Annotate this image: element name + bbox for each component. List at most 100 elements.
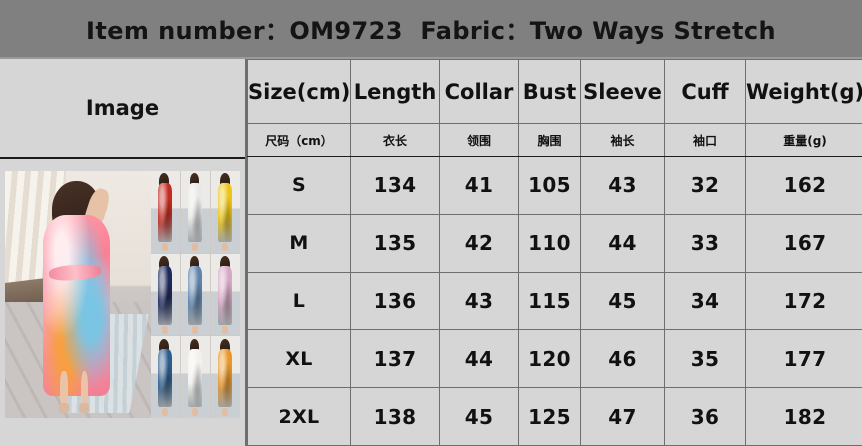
cell-size: XL: [247, 329, 351, 389]
cell-size: 2XL: [247, 387, 351, 446]
cell-cuff: 32: [664, 156, 746, 215]
hero-product-photo: [5, 171, 151, 418]
navy-floral-variant: [150, 253, 180, 336]
variant-model-hair: [159, 338, 170, 356]
variant-model-hair: [219, 173, 230, 190]
table-subheader-collar: 领围: [439, 123, 519, 157]
product-photo-stage: [5, 171, 240, 418]
cell-length: 138: [350, 387, 440, 446]
variant-model-legs: [221, 242, 229, 252]
black-orange-variant: [210, 336, 240, 418]
image-column-body: [0, 159, 245, 446]
variant-dress: [157, 348, 172, 408]
variant-model-legs: [221, 408, 229, 417]
model-shoe-right: [79, 403, 90, 414]
table-subheader-length: 衣长: [350, 123, 440, 157]
variant-model-legs: [221, 325, 229, 334]
cell-collar: 43: [439, 271, 519, 331]
cell-cuff: 34: [664, 271, 746, 331]
variant-model-legs: [191, 408, 199, 417]
size-measurement-table: Size(cm) Length Collar Bust Sleeve Cuff Weight…: [247, 59, 862, 446]
variant-model-hair: [189, 173, 200, 190]
variant-model-hair: [159, 173, 170, 190]
table-row: XL 137 44 120 46 35 177: [247, 329, 862, 389]
cell-cuff: 36: [664, 387, 746, 446]
cell-bust: 120: [518, 329, 581, 389]
variant-model-hair: [219, 256, 230, 273]
variant-dress: [187, 348, 202, 408]
table-header-weight: Weight(g): [745, 59, 862, 124]
chart-body: Image: [0, 57, 862, 446]
variant-model-legs: [161, 408, 169, 417]
cell-weight: 167: [745, 213, 862, 273]
cell-size: M: [247, 213, 351, 273]
cell-length: 136: [350, 271, 440, 331]
cell-collar: 44: [439, 329, 519, 389]
table-header-size: Size(cm): [247, 59, 351, 124]
cell-collar: 45: [439, 387, 519, 446]
model-leg-left: [60, 371, 68, 409]
cell-cuff: 33: [664, 213, 746, 273]
cell-collar: 42: [439, 213, 519, 273]
table-body: S 134 41 105 43 32 162 M 135 42 110 44 33 167 L 136 43 11…: [247, 156, 862, 446]
table-row: 2XL 138 45 125 47 36 182: [247, 387, 862, 446]
variant-dress: [217, 265, 232, 325]
variant-dress: [217, 183, 232, 243]
table-row: M 135 42 110 44 33 167: [247, 213, 862, 273]
red-floral-variant: [150, 171, 180, 253]
variant-model-legs: [191, 325, 199, 334]
cell-weight: 182: [745, 387, 862, 446]
image-column: Image: [0, 59, 245, 446]
image-column-label: Image: [85, 96, 160, 120]
image-column-header: Image: [0, 59, 245, 159]
cell-length: 134: [350, 156, 440, 215]
table-header-collar: Collar: [439, 59, 519, 124]
table-subheader-sleeve: 袖长: [580, 123, 665, 157]
variant-dress: [217, 348, 232, 408]
variant-model-legs: [161, 325, 169, 334]
variant-dress: [187, 265, 202, 325]
cell-size: L: [247, 271, 351, 331]
table-header-sleeve: Sleeve: [580, 59, 665, 124]
table-subheader-size: 尺码（cm）: [247, 123, 351, 157]
item-info-banner: Item number：OM9723 Fabric：Two Ways Stret…: [0, 0, 862, 57]
cell-bust: 105: [518, 156, 581, 215]
cell-bust: 125: [518, 387, 581, 446]
variant-dress: [157, 183, 172, 243]
variant-model-legs: [191, 242, 199, 252]
cell-weight: 172: [745, 271, 862, 331]
variant-model-legs: [161, 242, 169, 252]
cell-sleeve: 47: [580, 387, 665, 446]
denim-blue-variant: [150, 336, 180, 418]
measurement-table-column: Size(cm) Length Collar Bust Sleeve Cuff Weight…: [245, 59, 862, 446]
table-header-row-cn: 尺码（cm） 衣长 领围 胸围 袖长 袖口 重量(g): [247, 123, 862, 157]
color-variant-grid: [150, 171, 240, 418]
cell-bust: 110: [518, 213, 581, 273]
cell-weight: 162: [745, 156, 862, 215]
variant-model-hair: [189, 256, 200, 273]
table-subheader-bust: 胸围: [518, 123, 581, 157]
cell-length: 135: [350, 213, 440, 273]
model-shoe-left: [58, 403, 70, 414]
cell-sleeve: 44: [580, 213, 665, 273]
cell-weight: 177: [745, 329, 862, 389]
white-grey-print-variant: [180, 171, 210, 253]
variant-model-hair: [189, 338, 200, 356]
cell-length: 137: [350, 329, 440, 389]
variant-dress: [157, 265, 172, 325]
table-header-cuff: Cuff: [664, 59, 746, 124]
table-subheader-cuff: 袖口: [664, 123, 746, 157]
variant-dress: [187, 183, 202, 243]
table-header-length: Length: [350, 59, 440, 124]
variant-model-hair: [219, 338, 230, 356]
cell-sleeve: 45: [580, 271, 665, 331]
cell-collar: 41: [439, 156, 519, 215]
cell-size: S: [247, 156, 351, 215]
swirl-print-dress: [42, 215, 110, 396]
cell-sleeve: 43: [580, 156, 665, 215]
table-row: S 134 41 105 43 32 162: [247, 156, 862, 215]
item-info-text: Item number：OM9723 Fabric：Two Ways Stret…: [86, 17, 776, 45]
table-header-row-en: Size(cm) Length Collar Bust Sleeve Cuff Weight…: [247, 59, 862, 124]
table-row: L 136 43 115 45 34 172: [247, 271, 862, 331]
